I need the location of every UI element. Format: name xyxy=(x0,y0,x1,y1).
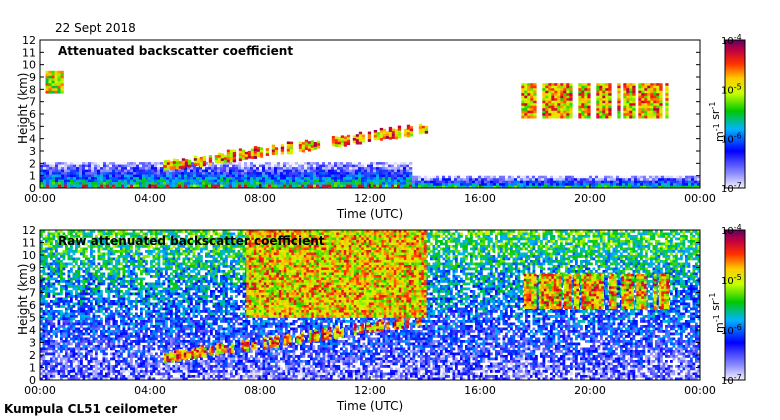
x-tick-label: 00:00 xyxy=(684,192,716,205)
y-tick-label: 7 xyxy=(29,287,36,300)
x-tick-label: 00:00 xyxy=(684,384,716,397)
colorbar-units: m-1 sr-1 xyxy=(708,293,726,333)
colorbar-tick-label: 10-6 xyxy=(721,323,742,337)
y-tick-label: 11 xyxy=(22,237,36,250)
x-tick-label: 12:00 xyxy=(354,192,386,205)
colorbar-tick-label: 10-5 xyxy=(721,82,742,96)
y-tick-label: 8 xyxy=(29,83,36,96)
feature-rising_cloud_layer xyxy=(163,314,422,364)
x-tick-label: 04:00 xyxy=(134,192,166,205)
colorbar-tick-label: 10-6 xyxy=(721,132,742,146)
x-tick-label: 12:00 xyxy=(354,384,386,397)
feature-early_cirrus xyxy=(45,70,64,94)
x-tick-label: 04:00 xyxy=(134,384,166,397)
colorbar-tick-label: 10-7 xyxy=(721,373,742,387)
y-tick-label: 9 xyxy=(29,262,36,275)
colorbar-gradient xyxy=(724,229,746,381)
x-tick-label: 16:00 xyxy=(464,192,496,205)
y-tick-label: 10 xyxy=(22,249,36,262)
feature-rising_cloud_layer xyxy=(163,123,429,171)
y-tick-label: 5 xyxy=(29,120,36,133)
panel-title: Attenuated backscatter coefficient xyxy=(58,44,293,58)
heatmap-1 xyxy=(40,40,700,188)
y-tick-label: 6 xyxy=(29,299,36,312)
feature-boundary_layer xyxy=(40,162,700,188)
colorbar-2: 10-4 10-5 10-6 10-7 m-1 sr-1 xyxy=(708,223,746,387)
x-tick-label: 08:00 xyxy=(244,192,276,205)
y-tick-label: 3 xyxy=(29,337,36,350)
colorbar-tick-label: 10-4 xyxy=(721,33,742,47)
y-axis-label: Height (km) xyxy=(16,73,30,144)
y-tick-label: 5 xyxy=(29,312,36,325)
y-tick-label: 4 xyxy=(29,324,36,337)
feature-evening_cirrus xyxy=(521,83,669,119)
colorbar-tick-label: 10-7 xyxy=(721,181,742,195)
colorbar-units: m-1 sr-1 xyxy=(708,102,726,142)
x-tick-label: 20:00 xyxy=(574,384,606,397)
colorbar-gradient xyxy=(724,39,746,189)
date-label: 22 Sept 2018 xyxy=(55,21,136,35)
y-tick-label: 8 xyxy=(29,274,36,287)
y-tick-label: 2 xyxy=(29,349,36,362)
y-axis-label: Height (km) xyxy=(16,264,30,335)
y-tick-label: 11 xyxy=(22,46,36,59)
x-tick-label: 16:00 xyxy=(464,384,496,397)
y-tick-label: 0 xyxy=(29,182,36,195)
x-tick-label: 00:00 xyxy=(24,384,56,397)
x-axis-label: Time (UTC) xyxy=(336,207,403,221)
feature-daytime_noise_peak xyxy=(246,230,427,318)
y-tick-label: 10 xyxy=(22,59,36,72)
y-tick-label: 6 xyxy=(29,108,36,121)
station-label: Kumpula CL51 ceilometer xyxy=(4,402,178,416)
x-tick-label: 00:00 xyxy=(24,192,56,205)
y-tick-label: 1 xyxy=(29,170,36,183)
panel-title: Raw attenuated backscatter coefficient xyxy=(58,234,325,248)
heatmap-2 xyxy=(40,230,700,380)
y-tick-label: 4 xyxy=(29,133,36,146)
feature-evening_cirrus xyxy=(523,273,670,310)
colorbar-tick-label: 10-4 xyxy=(721,223,742,237)
y-tick-label: 12 xyxy=(22,224,36,237)
y-tick-label: 9 xyxy=(29,71,36,84)
x-tick-label: 20:00 xyxy=(574,192,606,205)
x-axis-label: Time (UTC) xyxy=(336,399,403,413)
y-tick-label: 12 xyxy=(22,34,36,47)
y-tick-label: 2 xyxy=(29,157,36,170)
y-tick-label: 7 xyxy=(29,96,36,109)
y-tick-label: 1 xyxy=(29,362,36,375)
y-tick-label: 0 xyxy=(29,374,36,387)
colorbar-1: 10-4 10-5 10-6 10-7 m-1 sr-1 xyxy=(708,33,746,195)
colorbar-tick-label: 10-5 xyxy=(721,273,742,287)
x-tick-label: 08:00 xyxy=(244,384,276,397)
y-tick-label: 3 xyxy=(29,145,36,158)
